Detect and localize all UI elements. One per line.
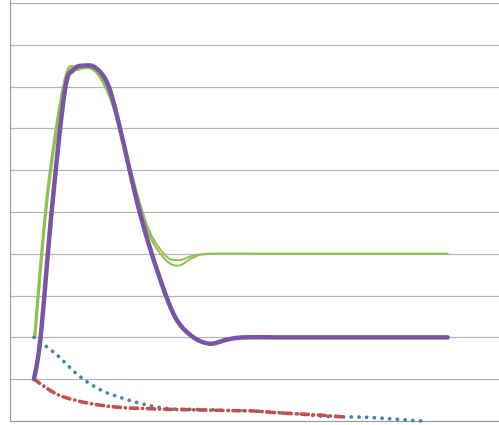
series-line-purple bbox=[31, 63, 450, 382]
series-line-red bbox=[32, 377, 344, 419]
axes bbox=[9, 0, 499, 423]
series-group bbox=[31, 63, 450, 423]
series-line-blue bbox=[32, 335, 423, 423]
